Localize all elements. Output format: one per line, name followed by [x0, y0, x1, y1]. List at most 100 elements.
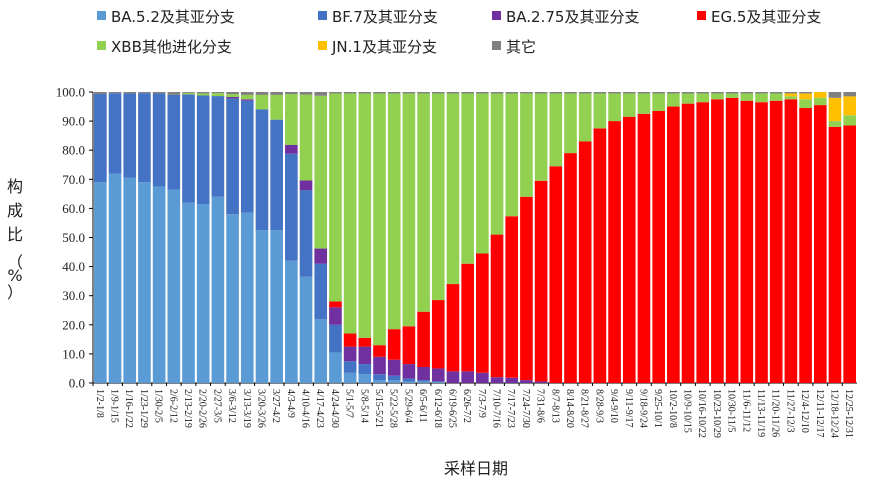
bar-segment-s4-c17 — [343, 93, 357, 334]
bar-segment-s3-c21 — [402, 326, 416, 365]
y-tick-label: 60.0 — [62, 201, 85, 216]
bar-segment-s6-c1 — [108, 92, 122, 94]
bar-segment-s2-c21 — [402, 364, 416, 379]
x-tick-label: 10/2-10/8 — [667, 389, 678, 428]
bar-segment-s0-c6 — [182, 202, 195, 383]
bar-segment-s3-c22 — [417, 311, 430, 367]
bar-segment-s1-c10 — [240, 100, 254, 213]
bar-segment-s3-c38 — [652, 110, 665, 383]
bar-segment-s4-c22 — [417, 93, 430, 312]
bar-segment-s1-c18 — [358, 364, 372, 375]
bar-segment-s0-c2 — [123, 177, 137, 383]
bar-segment-s4-c30 — [534, 93, 548, 181]
bar-segment-s0-c23 — [431, 381, 445, 383]
bar-segment-s2-c14 — [299, 180, 313, 191]
x-tick-label: 12/11-12/17 — [814, 389, 825, 438]
x-tick-label: 10/9-10/15 — [682, 389, 693, 433]
x-tick-label: 2/6-2/12 — [167, 389, 178, 423]
x-tick-label: 10/23-10/29 — [711, 389, 722, 438]
legend-swatch — [492, 41, 501, 50]
legend-swatch — [697, 11, 706, 20]
y-tick-label: 40.0 — [62, 259, 85, 274]
bar-segment-s2-c15 — [314, 248, 328, 264]
y-tick-label: 50.0 — [62, 230, 85, 245]
bar-segment-s3-c24 — [446, 284, 460, 372]
bar-segment-s4-c24 — [446, 93, 460, 285]
x-tick-label: 3/27-4/2 — [270, 389, 281, 423]
bar-segment-s6-c37 — [637, 92, 651, 94]
legend-label: 其它 — [506, 38, 536, 56]
bar-segment-s4-c13 — [285, 94, 298, 145]
bar-segment-s2-c29 — [520, 380, 533, 383]
bar-segment-s1-c5 — [167, 94, 181, 190]
bar-segment-s6-c43 — [725, 92, 739, 94]
bar-segment-s3-c51 — [843, 125, 856, 384]
x-tick-label: 9/11-9/17 — [623, 389, 634, 428]
bar-segment-s2-c28 — [505, 377, 519, 383]
bar-segment-s4-c34 — [593, 93, 607, 129]
bar-segment-s5-c51 — [843, 96, 856, 116]
bars — [94, 92, 856, 384]
legend-label: JN.1及其亚分支 — [331, 38, 437, 56]
bar-segment-s0-c21 — [402, 381, 416, 383]
bar-segment-s1-c7 — [196, 95, 210, 205]
bar-segment-s5-c48 — [799, 93, 812, 100]
bar-segment-s6-c11 — [255, 92, 269, 95]
bar-segment-s3-c32 — [564, 153, 577, 383]
bar-segment-s4-c42 — [711, 93, 724, 100]
bar-segment-s4-c8 — [211, 93, 225, 97]
bar-segment-s0-c0 — [94, 182, 107, 383]
bar-segment-s4-c47 — [784, 96, 798, 100]
bar-segment-s5-c47 — [784, 93, 798, 97]
bar-segment-s3-c17 — [343, 333, 357, 347]
x-tick-label: 3/13-3/19 — [241, 389, 252, 428]
bar-segment-s6-c25 — [461, 92, 474, 94]
bar-segment-s2-c18 — [358, 346, 372, 365]
bar-segment-s0-c12 — [270, 230, 283, 383]
bar-segment-s3-c27 — [490, 234, 504, 378]
bar-segment-s1-c2 — [123, 93, 137, 178]
bar-segment-s6-c16 — [329, 92, 342, 94]
x-tick-label: 11/13-11/19 — [755, 389, 766, 437]
bar-segment-s0-c5 — [167, 189, 181, 383]
x-tick-label: 9/4-9/10 — [608, 389, 619, 423]
y-axis-label-char: 成 — [7, 201, 23, 220]
bar-segment-s5-c50 — [828, 97, 842, 122]
x-tick-label: 9/18-9/24 — [637, 389, 648, 428]
bar-segment-s6-c48 — [799, 92, 812, 94]
bar-segment-s4-c48 — [799, 99, 812, 109]
bar-segment-s3-c47 — [784, 99, 798, 383]
bar-segment-s0-c20 — [387, 380, 401, 383]
bar-segment-s0-c16 — [329, 352, 342, 383]
bar-segment-s1-c0 — [94, 94, 107, 183]
bar-segment-s3-c19 — [373, 345, 386, 357]
bar-segment-s2-c22 — [417, 367, 430, 381]
bar-segment-s2-c25 — [461, 371, 474, 383]
bar-segment-s3-c50 — [828, 126, 842, 384]
bar-segment-s0-c18 — [358, 374, 372, 383]
bar-segment-s4-c44 — [740, 93, 754, 101]
bar-segment-s3-c35 — [608, 121, 621, 383]
bar-segment-s2-c19 — [373, 356, 386, 375]
legend-label: BF.7及其亚分支 — [332, 8, 438, 26]
x-tick-label: 2/27-3/5 — [211, 389, 222, 423]
x-tick-label: 12/18-12/24 — [828, 389, 839, 438]
x-tick-label: 7/31-8/6 — [535, 389, 546, 423]
legend-label: BA.5.2及其亚分支 — [111, 8, 235, 26]
legend-label: EG.5及其亚分支 — [711, 8, 821, 26]
y-tick-label: 10.0 — [62, 346, 85, 361]
bar-segment-s1-c4 — [152, 93, 166, 187]
bar-segment-s3-c31 — [549, 166, 563, 383]
bar-segment-s5-c49 — [813, 92, 827, 98]
x-tick-label: 3/6-3/12 — [226, 389, 237, 423]
bar-segment-s3-c39 — [667, 106, 680, 384]
bar-segment-s2-c27 — [490, 377, 504, 383]
bar-segment-s4-c28 — [505, 93, 519, 217]
y-tick-label: 0.0 — [69, 376, 85, 391]
bar-segment-s1-c11 — [255, 109, 269, 231]
x-tick-label: 2/20-2/26 — [197, 389, 208, 428]
bar-segment-s6-c46 — [769, 92, 783, 94]
legend-swatch — [97, 11, 106, 20]
bar-segment-s0-c10 — [240, 212, 254, 383]
